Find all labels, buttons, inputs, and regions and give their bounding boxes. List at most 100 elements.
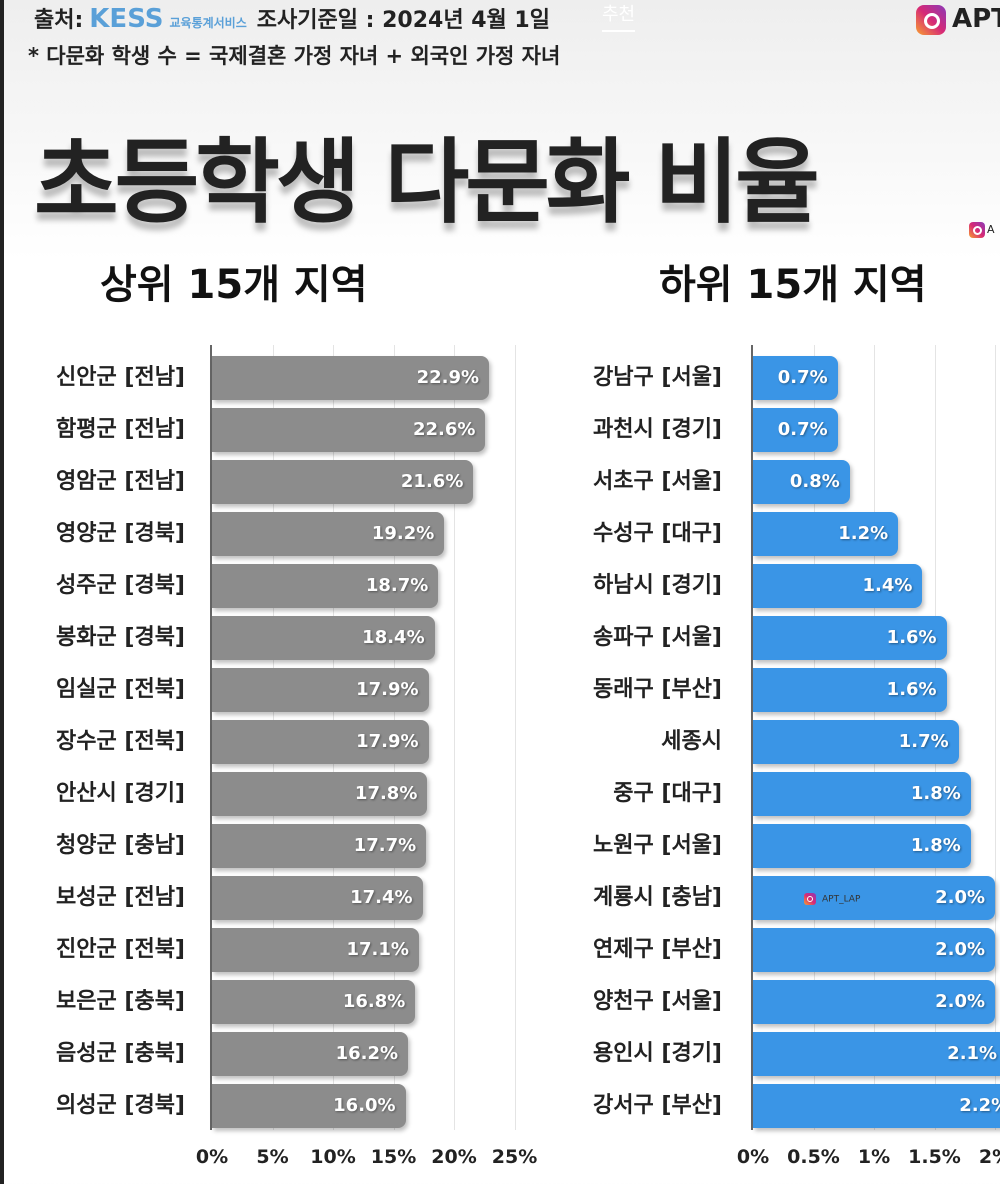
top-bar: 19.2% — [212, 512, 445, 556]
data-label: 0.7% — [777, 367, 828, 388]
category-label: 안산시 [경기] — [56, 781, 185, 806]
top-bar: 17.4% — [212, 876, 423, 920]
category-label: 보은군 [충북] — [56, 989, 185, 1014]
top-bar: 18.4% — [212, 616, 435, 660]
category-label: 진안군 [전북] — [56, 937, 185, 962]
bottom-bar: 0.7% — [753, 408, 838, 452]
top-bar: 22.9% — [212, 356, 490, 400]
top-bar: 21.6% — [212, 460, 474, 504]
category-label: 양천구 [서울] — [593, 989, 722, 1014]
top-bar: 17.8% — [212, 772, 428, 816]
watermark-text: APT_LAP — [822, 894, 861, 905]
overlay-tab[interactable]: 추천 — [602, 0, 636, 32]
category-label: 성주군 [경북] — [56, 573, 185, 598]
gridline — [454, 345, 455, 1130]
instagram-handle: APT — [916, 4, 1000, 35]
gridline — [514, 345, 516, 1130]
category-label: 연제구 [부산] — [593, 937, 722, 962]
tick-label: 5% — [256, 1146, 289, 1168]
bottom-bar: 0.8% — [753, 460, 850, 504]
top-bar: 17.9% — [212, 720, 429, 764]
category-label: 하남시 [경기] — [593, 573, 722, 598]
page-title: 초등학생 다문화 비율 — [34, 129, 820, 236]
kess-service: 교육통계서비스 — [169, 16, 247, 30]
data-label: 2.0% — [935, 939, 985, 960]
tick-label: 20% — [431, 1146, 477, 1168]
data-label: 22.6% — [413, 419, 476, 440]
category-label: 신안군 [전남] — [56, 365, 185, 390]
tick-label: 2% — [978, 1146, 1000, 1168]
category-label: 영양군 [경북] — [56, 521, 185, 546]
source-prefix: 출처: — [34, 8, 84, 33]
data-label: 0.7% — [777, 419, 828, 440]
category-label: 서초구 [서울] — [593, 469, 722, 494]
data-label: 2.2% — [959, 1095, 1000, 1116]
category-label: 영암군 [전남] — [56, 469, 185, 494]
bottom-axis — [751, 345, 753, 1130]
data-label: 1.4% — [862, 575, 913, 596]
bottom-bar: 2.2% — [753, 1084, 1000, 1128]
category-label: 장수군 [전북] — [56, 729, 185, 754]
bottom-bar: 1.2% — [753, 512, 899, 556]
data-label: 17.8% — [354, 783, 418, 804]
bottom-bar: 1.4% — [753, 564, 923, 608]
category-label: 송파구 [서울] — [593, 625, 722, 650]
base-date: 조사기준일 : 2024년 4월 1일 — [256, 8, 550, 33]
category-label: 보성군 [전남] — [56, 885, 185, 910]
category-label: 중구 [대구] — [613, 781, 722, 806]
data-label: 1.8% — [910, 783, 961, 804]
bottom-bar: 1.6% — [753, 616, 947, 660]
bottom-bar: 2.0% — [753, 928, 995, 972]
bottom-bar: 1.6% — [753, 668, 947, 712]
instagram-icon — [804, 893, 816, 905]
top15-title: 상위 15개 지역 — [100, 262, 368, 308]
data-label: 17.9% — [356, 731, 419, 752]
category-label: 수성구 [대구] — [593, 521, 722, 546]
category-label: 임실군 [전북] — [56, 677, 185, 702]
watermark: A — [969, 222, 995, 238]
data-label: 16.0% — [333, 1095, 396, 1116]
bottom-bar: 2.0% — [753, 876, 995, 920]
data-label: 2.1% — [947, 1043, 998, 1064]
data-label: 18.4% — [362, 627, 425, 648]
data-label: 1.7% — [898, 731, 949, 752]
data-label: 2.0% — [935, 887, 985, 908]
top-bar: 17.7% — [212, 824, 427, 868]
data-label: 17.9% — [356, 679, 419, 700]
tick-label: 25% — [491, 1146, 538, 1168]
data-label: 2.0% — [935, 991, 985, 1012]
tick-label: 0.5% — [787, 1146, 840, 1168]
tick-label: 1% — [857, 1146, 891, 1168]
category-label: 노원구 [서울] — [593, 833, 722, 858]
category-label: 강서구 [부산] — [593, 1093, 722, 1118]
bottom-bar: 1.8% — [753, 772, 971, 816]
category-label: 청양군 [충남] — [56, 833, 185, 858]
definition-note: * 다문화 학생 수 = 국제결혼 가정 자녀 + 외국인 가정 자녀 — [28, 44, 561, 68]
data-label: 1.6% — [886, 627, 937, 648]
top-bar: 16.2% — [212, 1032, 409, 1076]
category-label: 과천시 [경기] — [593, 417, 722, 442]
category-label: 함평군 [전남] — [56, 417, 185, 442]
top-axis — [210, 345, 212, 1130]
bottom-bar: 0.7% — [753, 356, 838, 400]
data-label: 21.6% — [400, 471, 464, 492]
data-label: 22.9% — [416, 367, 480, 388]
kess-logo: KESS — [89, 4, 164, 34]
category-label: 동래구 [부산] — [593, 677, 722, 702]
instagram-icon — [969, 222, 985, 238]
top-bar: 17.1% — [212, 928, 419, 972]
data-label: 1.6% — [886, 679, 937, 700]
data-label: 1.2% — [838, 523, 889, 544]
bottom-bar: 1.7% — [753, 720, 959, 764]
source-line: 출처: KESS 교육통계서비스 조사기준일 : 2024년 4월 1일 — [34, 2, 550, 34]
data-label: 17.4% — [350, 887, 413, 908]
top-bar: 16.0% — [212, 1084, 406, 1128]
gridline — [995, 345, 996, 1130]
data-label: 16.2% — [335, 1043, 399, 1064]
top-bar: 18.7% — [212, 564, 439, 608]
data-label: 16.8% — [342, 991, 406, 1012]
tick-label: 1.5% — [908, 1146, 961, 1168]
bottom-bar: 1.8% — [753, 824, 971, 868]
data-label: 0.8% — [789, 471, 840, 492]
top-bar: 16.8% — [212, 980, 416, 1024]
